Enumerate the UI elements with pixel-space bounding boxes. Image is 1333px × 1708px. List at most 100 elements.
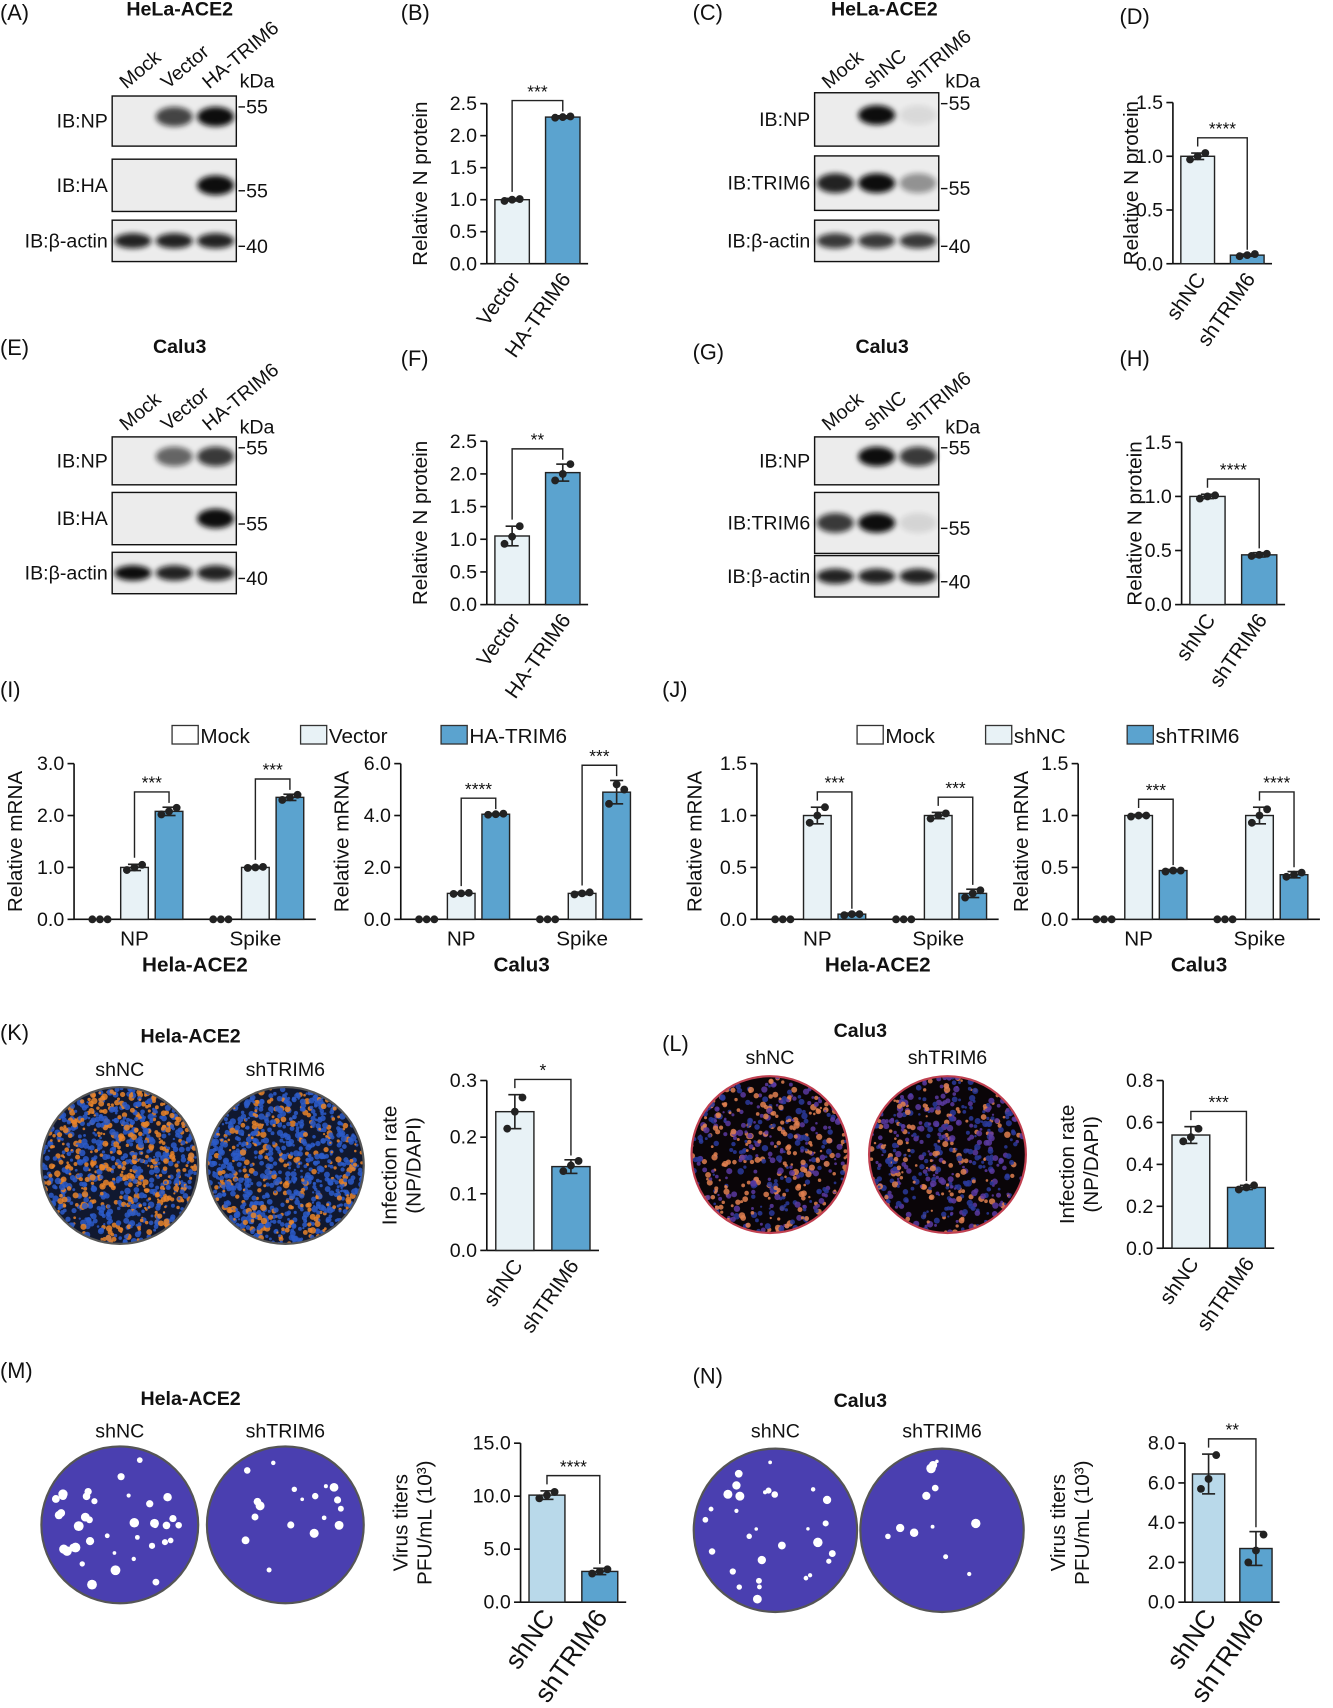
plaque <box>333 1496 342 1504</box>
cell <box>797 1095 802 1099</box>
cell <box>345 1206 349 1210</box>
data-point <box>961 893 970 902</box>
cell <box>116 1097 121 1101</box>
cell <box>318 1166 325 1173</box>
cell <box>745 1222 751 1228</box>
cell <box>176 1116 182 1123</box>
y-tick-label: 2.0 <box>37 805 64 827</box>
cell <box>127 1196 132 1200</box>
cell <box>262 1178 266 1182</box>
cell <box>777 1171 780 1174</box>
cell <box>707 1133 712 1138</box>
cell <box>792 1151 798 1156</box>
cell <box>137 1181 142 1186</box>
cell <box>130 1091 133 1095</box>
cell <box>288 1180 292 1184</box>
cell <box>751 1194 756 1199</box>
plaque <box>734 1469 743 1478</box>
panel-label: (C) <box>693 0 723 25</box>
cell <box>746 1154 753 1161</box>
cell <box>276 1177 282 1183</box>
cell <box>126 1224 132 1230</box>
x-tick-label: NP <box>1124 927 1153 950</box>
cell <box>257 1188 262 1193</box>
cell <box>182 1167 187 1172</box>
cell <box>354 1143 357 1146</box>
cell <box>138 1192 145 1199</box>
cell <box>268 1237 272 1241</box>
cell <box>292 1143 295 1147</box>
cell <box>260 1204 267 1211</box>
cell <box>258 1222 264 1229</box>
cell <box>708 1177 713 1181</box>
cell <box>175 1172 181 1178</box>
cell <box>792 1096 797 1101</box>
cell <box>315 1123 321 1129</box>
well-label: shTRIM6 <box>246 1059 326 1081</box>
marker-label: 40 <box>246 236 268 258</box>
cell <box>784 1175 787 1179</box>
cell <box>113 1117 120 1124</box>
cell <box>986 1102 991 1107</box>
cell <box>924 1106 930 1112</box>
cell <box>139 1158 144 1164</box>
cell <box>967 1137 971 1141</box>
cell <box>787 1095 792 1100</box>
cell <box>816 1203 820 1208</box>
cell <box>269 1182 275 1188</box>
cell <box>156 1121 161 1126</box>
significance-bracket <box>511 448 564 520</box>
cell <box>313 1112 317 1117</box>
panel-label: (G) <box>693 340 724 365</box>
bar <box>1244 814 1275 921</box>
cell <box>174 1177 180 1183</box>
cell <box>732 1136 737 1141</box>
cell <box>258 1103 261 1107</box>
cell <box>311 1168 317 1175</box>
bar <box>1180 155 1216 265</box>
cell <box>905 1137 910 1142</box>
cell <box>877 1163 882 1168</box>
significance-label: *** <box>945 778 966 798</box>
plaque <box>807 1573 813 1578</box>
cell <box>299 1193 305 1199</box>
cell <box>115 1220 122 1226</box>
cell <box>335 1156 342 1163</box>
cell <box>264 1118 270 1124</box>
cell <box>949 1185 954 1189</box>
bar <box>446 892 476 921</box>
cell <box>102 1153 109 1161</box>
cell <box>273 1091 277 1096</box>
cell <box>764 1082 769 1087</box>
cell <box>723 1188 730 1195</box>
x-tick-label: NP <box>803 927 832 950</box>
cell <box>61 1150 66 1155</box>
cell <box>116 1206 121 1211</box>
blot-band <box>197 446 235 467</box>
cell <box>893 1156 899 1162</box>
cell <box>290 1152 294 1156</box>
data-point <box>805 818 814 827</box>
cell <box>796 1139 799 1143</box>
cell <box>245 1136 252 1143</box>
cell <box>782 1161 787 1166</box>
cell <box>302 1227 305 1230</box>
plaque <box>161 1539 169 1546</box>
cell <box>320 1138 326 1144</box>
plaque <box>79 1561 85 1567</box>
cell <box>238 1141 242 1145</box>
cell <box>61 1196 68 1203</box>
plaque <box>243 1467 251 1474</box>
cell <box>824 1101 829 1107</box>
cell <box>170 1214 176 1220</box>
cell <box>955 1085 959 1089</box>
cell <box>316 1210 321 1215</box>
cell <box>301 1187 306 1192</box>
cell <box>282 1124 286 1129</box>
cell <box>977 1155 982 1159</box>
cell <box>757 1119 763 1125</box>
cell <box>256 1181 262 1187</box>
cell <box>764 1130 769 1135</box>
significance-label: ** <box>531 430 545 450</box>
data-point <box>293 790 302 799</box>
